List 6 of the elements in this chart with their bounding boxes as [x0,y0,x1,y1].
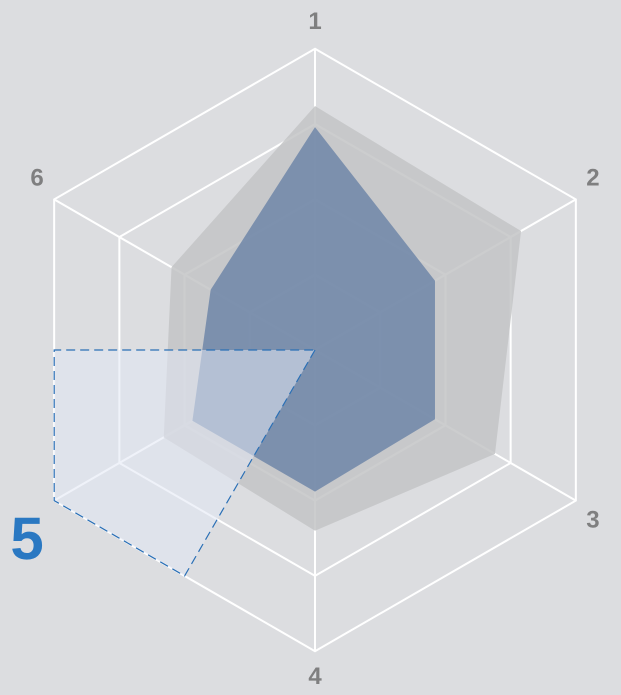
spoke-label: 2 [586,164,600,192]
spoke-label: 3 [586,506,600,534]
spoke-label: 5 [10,505,44,572]
spoke-label: 4 [308,663,322,690]
spoke-label: 6 [30,164,44,192]
spoke-label: 1 [308,8,322,36]
